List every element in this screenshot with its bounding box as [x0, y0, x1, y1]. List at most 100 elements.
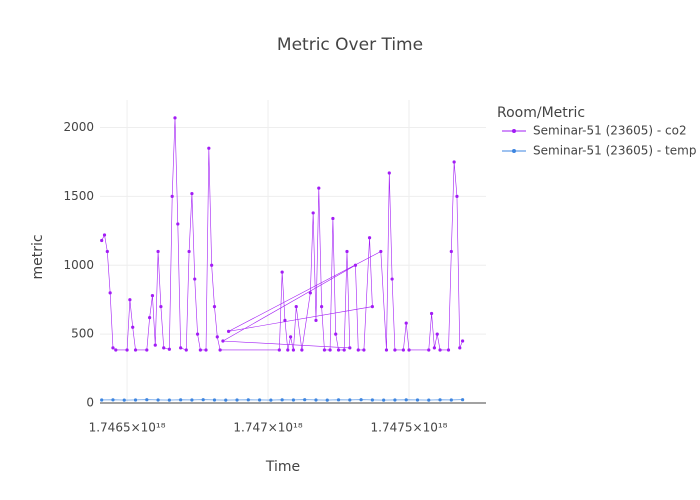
y-tick-label: 2000	[63, 120, 94, 134]
data-point	[407, 348, 411, 352]
data-point	[212, 304, 217, 309]
legend-label[interactable]: Seminar-51 (23605) - temp	[533, 144, 696, 158]
y-axis-title: metric	[30, 234, 46, 279]
data-point	[246, 398, 250, 402]
data-point	[207, 146, 211, 150]
data-point	[224, 398, 228, 402]
data-point	[404, 398, 408, 402]
data-point	[331, 216, 335, 221]
data-point	[280, 398, 284, 402]
data-point	[179, 346, 183, 350]
data-point	[393, 348, 397, 352]
data-point	[460, 339, 465, 343]
data-point	[173, 116, 177, 120]
data-point	[452, 160, 456, 164]
data-point	[156, 398, 160, 402]
data-point	[342, 348, 346, 352]
legend-label[interactable]: Seminar-51 (23605) - co2	[533, 124, 687, 138]
data-point	[100, 398, 104, 402]
data-point	[336, 348, 341, 352]
data-point	[404, 321, 408, 325]
data-point	[150, 293, 155, 298]
data-point	[359, 398, 363, 402]
data-point	[128, 298, 132, 302]
data-point	[455, 194, 459, 199]
data-point	[432, 346, 437, 350]
data-point	[317, 186, 321, 190]
x-tick-label: 1.747×10¹⁸	[233, 421, 302, 435]
data-point	[156, 249, 160, 254]
data-point	[320, 304, 324, 309]
data-point	[102, 233, 107, 237]
data-point	[401, 348, 405, 352]
data-point	[187, 249, 191, 254]
data-point	[235, 398, 239, 402]
data-point	[438, 348, 442, 352]
data-point	[133, 348, 138, 352]
data-point	[322, 348, 327, 352]
data-point	[289, 335, 293, 339]
data-point	[356, 348, 360, 352]
data-point	[218, 348, 222, 352]
data-point	[167, 347, 171, 351]
x-axis-title: Time	[265, 459, 300, 475]
data-point	[446, 348, 451, 352]
data-point	[179, 398, 183, 402]
data-point	[370, 398, 374, 402]
data-point	[435, 332, 439, 336]
x-tick-label: 1.7475×10¹⁸	[371, 421, 448, 435]
y-tick-label: 1000	[63, 258, 94, 272]
data-point	[133, 398, 138, 402]
data-point	[159, 304, 163, 309]
data-point	[215, 335, 219, 339]
data-point	[387, 171, 391, 175]
data-point	[334, 332, 338, 336]
legend-marker	[512, 149, 516, 153]
data-point	[131, 325, 135, 329]
data-point	[427, 348, 431, 352]
data-point	[382, 398, 386, 402]
data-point	[348, 398, 352, 402]
data-point	[212, 398, 217, 402]
y-tick-label: 0	[86, 396, 94, 410]
data-point	[314, 398, 318, 402]
data-point	[353, 263, 358, 267]
data-point	[415, 398, 420, 402]
data-point	[286, 348, 290, 352]
data-point	[201, 398, 205, 402]
x-tick-label: 1.7465×10¹⁸	[89, 421, 166, 435]
data-point	[362, 348, 366, 352]
data-point	[184, 348, 188, 352]
data-point	[148, 316, 152, 320]
y-tick-label: 1500	[63, 189, 94, 203]
data-point	[277, 348, 281, 352]
data-point	[114, 348, 118, 352]
data-point	[122, 398, 126, 402]
data-point	[204, 348, 208, 352]
data-point	[458, 346, 462, 350]
data-point	[125, 348, 129, 352]
data-point	[269, 398, 273, 402]
data-point	[153, 343, 157, 347]
data-point	[190, 398, 194, 402]
data-point	[294, 304, 298, 309]
data-point	[370, 304, 374, 309]
data-point	[145, 398, 149, 402]
data-point	[367, 236, 372, 240]
y-tick-label: 500	[71, 327, 94, 341]
data-point	[283, 318, 287, 322]
data-point	[190, 192, 194, 196]
data-point	[325, 398, 329, 402]
legend-title: Room/Metric	[497, 105, 585, 121]
data-point	[145, 348, 149, 352]
data-point	[390, 277, 394, 281]
data-point	[291, 348, 296, 352]
data-point	[384, 348, 389, 352]
data-point	[438, 398, 442, 402]
data-point	[108, 291, 112, 295]
data-point	[460, 398, 465, 402]
data-point	[314, 318, 318, 322]
data-point	[393, 398, 397, 402]
